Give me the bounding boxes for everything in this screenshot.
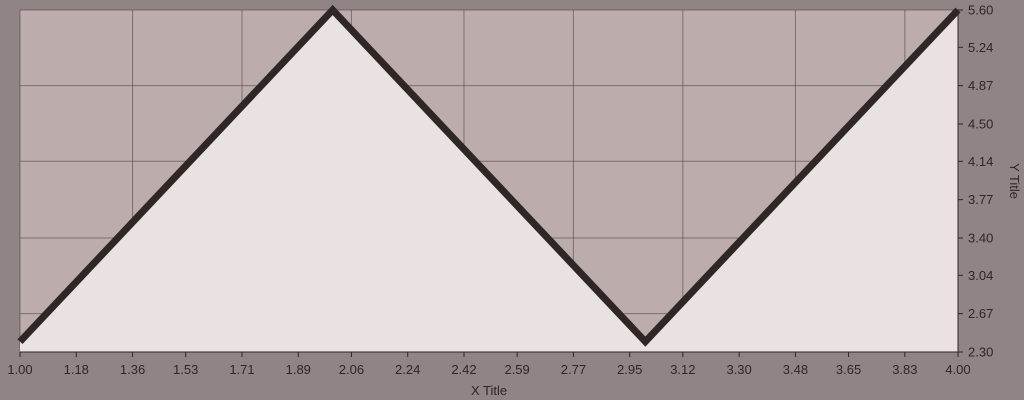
y-tick-label: 3.40 [968,231,993,246]
y-tick-label: 3.04 [968,268,993,283]
y-tick-label: 5.24 [968,40,993,55]
x-axis-title: X Title [471,383,507,398]
y-tick-label: 3.77 [968,192,993,207]
x-tick-label: 1.36 [120,362,145,377]
x-tick-label: 1.89 [286,362,311,377]
x-tick-label: 2.42 [451,362,476,377]
x-tick-label: 3.65 [836,362,861,377]
x-tick-label: 1.18 [64,362,89,377]
x-tick-label: 4.00 [945,362,970,377]
y-tick-label: 4.14 [968,154,993,169]
x-tick-label: 2.24 [395,362,420,377]
x-tick-label: 1.53 [173,362,198,377]
x-tick-label: 3.83 [892,362,917,377]
x-tick-label: 2.95 [617,362,642,377]
y-tick-label: 2.67 [968,306,993,321]
x-tick-label: 3.12 [670,362,695,377]
axes: 1.00 1.18 1.36 1.53 1.71 1.89 2.06 2.24 2.42 2.59… [7,3,993,378]
y-tick-label: 4.87 [968,78,993,93]
x-tick-label: 1.71 [229,362,254,377]
x-tick-label: 2.06 [339,362,364,377]
y-tick-label: 4.50 [968,117,993,132]
x-tick-label: 3.48 [783,362,808,377]
series-line [17,4,961,347]
y-tick-label: 5.60 [968,3,993,18]
y-tick-label: 2.30 [968,345,993,360]
x-tick-label: 2.59 [504,362,529,377]
x-tick-label: 2.77 [561,362,586,377]
y-axis-title: Y Title [1007,163,1022,199]
x-tick-label: 3.30 [726,362,751,377]
x-tick-label: 1.00 [7,362,32,377]
